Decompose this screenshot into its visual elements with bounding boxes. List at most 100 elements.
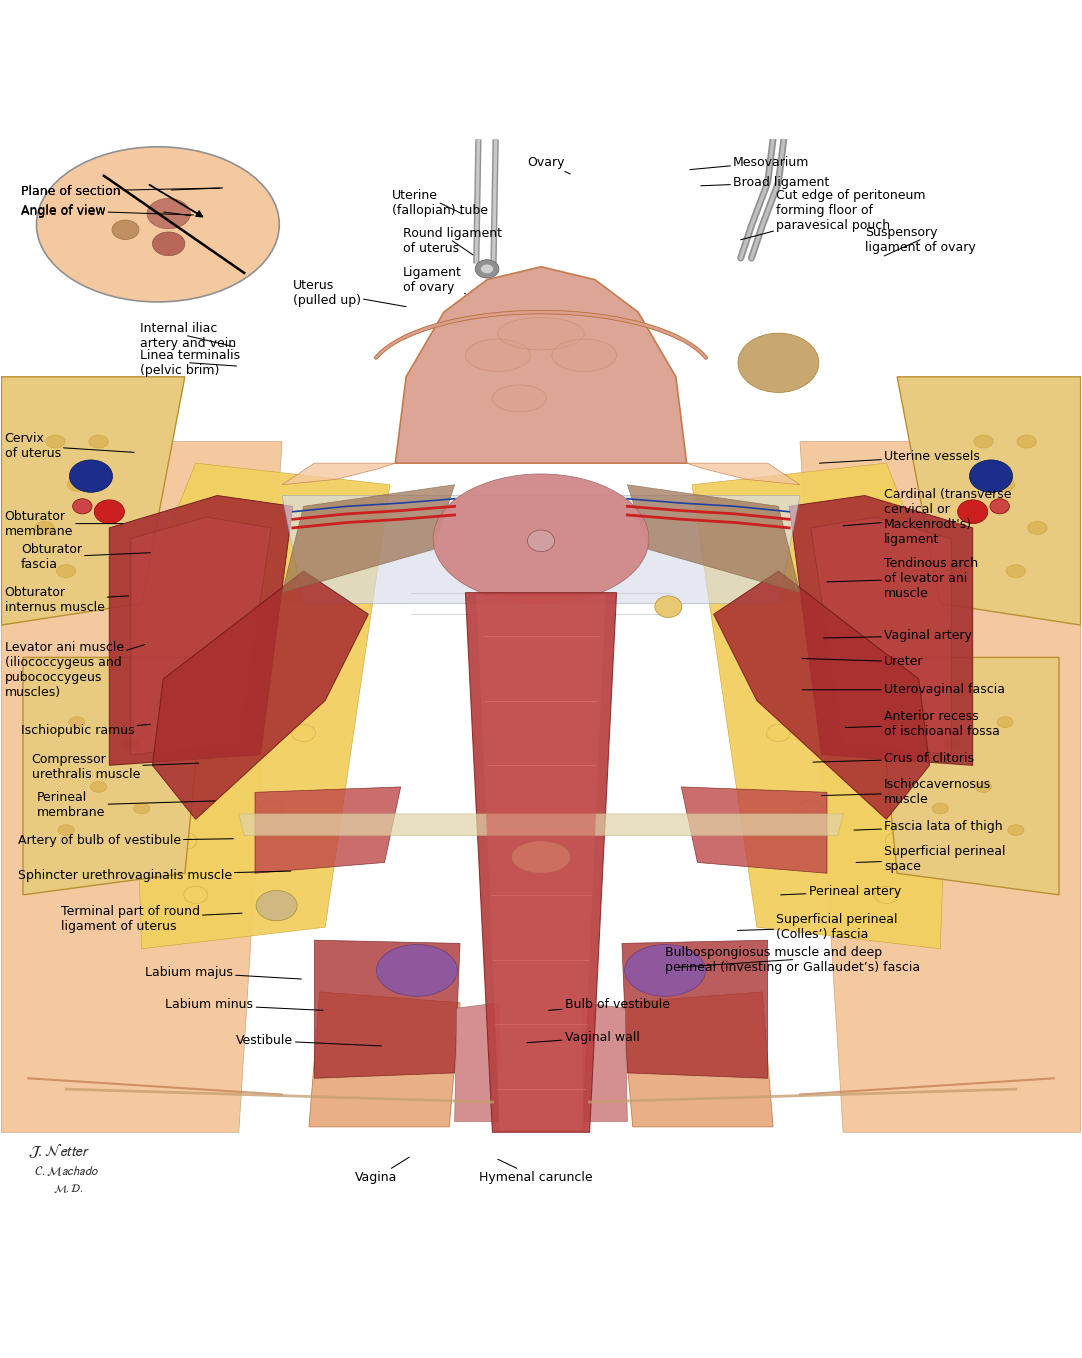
Ellipse shape: [799, 800, 822, 818]
Text: Cut edge of peritoneum
forming floor of
paravesical pouch: Cut edge of peritoneum forming floor of …: [741, 189, 926, 240]
Ellipse shape: [133, 803, 149, 813]
Ellipse shape: [738, 333, 819, 392]
Text: Tendinous arch
of levator ani
muscle: Tendinous arch of levator ani muscle: [827, 557, 978, 600]
Text: Vagina: Vagina: [355, 1157, 409, 1184]
Ellipse shape: [72, 498, 92, 513]
Ellipse shape: [492, 384, 546, 411]
Text: Ischiocavernosus
muscle: Ischiocavernosus muscle: [821, 778, 991, 807]
Text: Suspensory
ligament of ovary: Suspensory ligament of ovary: [865, 225, 976, 255]
Text: Vestibule: Vestibule: [236, 1033, 381, 1047]
Ellipse shape: [896, 693, 920, 709]
Polygon shape: [465, 592, 617, 1133]
Ellipse shape: [153, 232, 185, 255]
Text: Artery of bulb of vestibule: Artery of bulb of vestibule: [17, 834, 234, 847]
Polygon shape: [109, 496, 293, 766]
Ellipse shape: [969, 460, 1013, 493]
Ellipse shape: [512, 841, 570, 873]
Ellipse shape: [256, 891, 298, 921]
Polygon shape: [687, 463, 800, 485]
Polygon shape: [315, 940, 460, 1078]
Text: Sphincter urethrovaginalis muscle: Sphincter urethrovaginalis muscle: [17, 869, 291, 881]
Ellipse shape: [975, 781, 991, 792]
Ellipse shape: [67, 478, 87, 492]
Ellipse shape: [885, 832, 909, 850]
Ellipse shape: [91, 781, 107, 792]
Text: Uterine
(fallopian) tube: Uterine (fallopian) tube: [392, 189, 488, 217]
Ellipse shape: [37, 147, 279, 301]
Polygon shape: [682, 786, 827, 873]
Text: Uterovaginal fascia: Uterovaginal fascia: [802, 683, 1005, 697]
Ellipse shape: [122, 739, 138, 750]
Ellipse shape: [552, 340, 617, 372]
Ellipse shape: [100, 511, 119, 524]
Text: Crus of clitoris: Crus of clitoris: [813, 752, 974, 766]
Ellipse shape: [1017, 435, 1037, 448]
Ellipse shape: [963, 511, 982, 524]
Text: Internal iliac
artery and vein: Internal iliac artery and vein: [140, 322, 236, 350]
Ellipse shape: [990, 498, 1010, 513]
Ellipse shape: [1007, 824, 1024, 835]
Text: Plane of section: Plane of section: [21, 185, 223, 198]
Text: Uterine vessels: Uterine vessels: [819, 451, 980, 463]
Ellipse shape: [624, 944, 705, 997]
Polygon shape: [239, 813, 843, 835]
Ellipse shape: [874, 887, 898, 903]
Polygon shape: [476, 595, 606, 1130]
Text: Compressor
urethralis muscle: Compressor urethralis muscle: [31, 754, 199, 781]
Text: Perineal
membrane: Perineal membrane: [37, 792, 215, 819]
Polygon shape: [255, 786, 400, 873]
Ellipse shape: [475, 259, 499, 278]
Text: Vaginal artery: Vaginal artery: [823, 629, 972, 642]
Polygon shape: [692, 463, 951, 949]
Text: Bulbospongiosus muscle and deep
perineal (investing or Gallaudet’s) fascia: Bulbospongiosus muscle and deep perineal…: [665, 945, 920, 974]
Ellipse shape: [944, 739, 960, 750]
Text: Obturator
fascia: Obturator fascia: [21, 543, 150, 572]
Ellipse shape: [974, 435, 993, 448]
Ellipse shape: [1006, 565, 1026, 577]
Text: Angle of view: Angle of view: [21, 205, 105, 219]
Text: Vaginal wall: Vaginal wall: [527, 1031, 639, 1044]
Ellipse shape: [655, 596, 682, 618]
Ellipse shape: [35, 521, 54, 535]
Polygon shape: [131, 463, 390, 949]
Ellipse shape: [94, 500, 124, 524]
Text: Superficial perineal
space: Superficial perineal space: [856, 845, 1005, 873]
Ellipse shape: [58, 824, 75, 835]
Polygon shape: [309, 991, 460, 1127]
Polygon shape: [282, 496, 800, 603]
Ellipse shape: [1028, 521, 1047, 535]
Ellipse shape: [853, 756, 876, 774]
Ellipse shape: [173, 832, 197, 850]
Text: Cardinal (transverse
cervical or
Mackenrodt's)
ligament: Cardinal (transverse cervical or Mackenr…: [843, 488, 1012, 546]
Ellipse shape: [433, 474, 649, 603]
Text: Superficial perineal
(Colles’) fascia: Superficial perineal (Colles’) fascia: [738, 913, 898, 941]
Polygon shape: [789, 496, 973, 766]
Polygon shape: [454, 1002, 500, 1122]
Ellipse shape: [997, 717, 1013, 728]
Polygon shape: [282, 485, 454, 592]
Text: Obturator
internus muscle: Obturator internus muscle: [4, 587, 129, 614]
Ellipse shape: [958, 500, 988, 524]
Text: Ligament
of ovary: Ligament of ovary: [403, 266, 465, 293]
Ellipse shape: [995, 478, 1015, 492]
Text: Round ligament
of uterus: Round ligament of uterus: [403, 227, 502, 255]
Ellipse shape: [184, 887, 208, 903]
Ellipse shape: [933, 803, 949, 813]
Polygon shape: [23, 657, 207, 895]
Ellipse shape: [147, 198, 190, 228]
Ellipse shape: [249, 671, 273, 687]
Text: Terminal part of round
ligament of uterus: Terminal part of round ligament of uteru…: [61, 904, 242, 933]
Ellipse shape: [777, 584, 801, 602]
Polygon shape: [582, 1002, 628, 1122]
Ellipse shape: [206, 756, 229, 774]
Polygon shape: [810, 517, 951, 755]
Ellipse shape: [69, 717, 85, 728]
Ellipse shape: [465, 340, 530, 372]
Polygon shape: [131, 517, 272, 755]
Text: Angle of view: Angle of view: [21, 204, 194, 217]
Text: Linea terminalis
(pelvic brim): Linea terminalis (pelvic brim): [140, 349, 239, 376]
Text: Ovary: Ovary: [527, 156, 570, 174]
Text: Perineal artery: Perineal artery: [780, 885, 901, 898]
Polygon shape: [622, 940, 767, 1078]
Text: Bulb of vestibule: Bulb of vestibule: [549, 998, 670, 1012]
